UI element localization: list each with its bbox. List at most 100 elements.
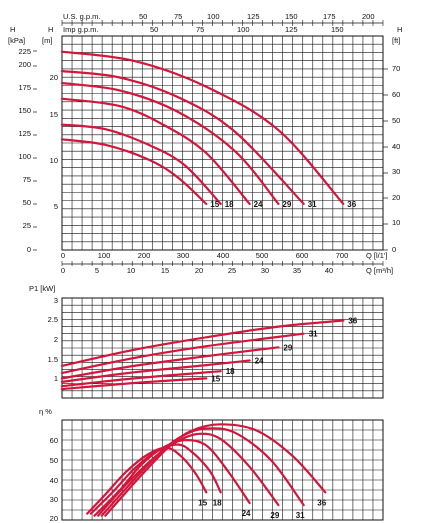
ls-tick: 200	[138, 251, 151, 260]
m3h-tick: 0	[61, 266, 65, 275]
m3h-tick: 10	[127, 266, 135, 275]
efficiency-curve-label-29: 29	[270, 511, 279, 520]
efficiency-tick: 50	[50, 456, 58, 465]
ls-tick: 500	[256, 251, 269, 260]
kpa-tick: 225	[18, 47, 31, 56]
head-curve-labels: 15 18 24 29 31 36	[210, 200, 356, 209]
efficiency-curve-label-36: 36	[317, 498, 326, 507]
power-curve-29	[60, 346, 280, 380]
ft-axis-unit: [ft]	[392, 36, 400, 45]
ls-tick: 400	[217, 251, 230, 260]
m-tick: 15	[50, 110, 58, 119]
m3h-tick: 20	[195, 266, 203, 275]
bottom-axis-tick-marks	[61, 261, 384, 266]
ls-tick: 300	[177, 251, 190, 260]
us-gpm-tick: 50	[139, 12, 147, 21]
head-panel: H [kPa] H [m] H [ft] 0 25 50 75 100 125 …	[8, 25, 402, 275]
head-curve-label-29: 29	[282, 200, 291, 209]
power-tick: 1	[54, 374, 58, 383]
power-curves	[60, 319, 345, 391]
power-frame	[61, 297, 384, 399]
ft-tick: 0	[392, 245, 396, 254]
efficiency-curve-15	[86, 446, 208, 515]
kpa-tick: 0	[27, 245, 31, 254]
imp-gpm-tick: 125	[285, 25, 298, 34]
kpa-tick: 100	[18, 152, 31, 161]
efficiency-curve-label-31: 31	[296, 511, 305, 520]
imp-gpm-tick: 150	[331, 25, 344, 34]
kpa-tick: 50	[23, 198, 31, 207]
ls-axis-label: Q [l/1']	[366, 251, 387, 260]
efficiency-curve-label-24: 24	[242, 509, 251, 518]
power-curve-label-31: 31	[309, 330, 318, 339]
kpa-tick: 200	[18, 60, 31, 69]
power-curve-label-29: 29	[283, 343, 292, 352]
kpa-tick: 175	[18, 83, 31, 92]
imp-gpm-tick: 50	[150, 25, 158, 34]
ft-tick: 10	[392, 218, 400, 227]
ft-tick: 70	[392, 64, 400, 73]
ft-tick: 20	[392, 193, 400, 202]
m3h-tick: 30	[261, 266, 269, 275]
m3h-axis-label: Q [m³/h]	[366, 266, 393, 275]
m3h-tick: 35	[293, 266, 301, 275]
head-curve-15	[60, 138, 208, 205]
power-tick: 3	[54, 296, 58, 305]
power-tick: 2.5	[48, 315, 58, 324]
efficiency-tick: 60	[50, 436, 58, 445]
imp-gpm-label: Imp g.p.m.	[63, 25, 98, 34]
ft-tick: 30	[392, 167, 400, 176]
ft-tick: 40	[392, 142, 400, 151]
kpa-tick: 75	[23, 175, 31, 184]
us-gpm-tick: 125	[247, 12, 260, 21]
power-curve-label-15: 15	[211, 374, 220, 383]
ft-axis-title: H	[397, 25, 402, 34]
head-curve-36	[60, 50, 345, 205]
head-curve-label-36: 36	[347, 200, 356, 209]
y-axis-tick-marks	[33, 50, 388, 251]
power-curve-24	[60, 359, 251, 383]
efficiency-grid	[62, 420, 383, 520]
power-curve-label-24: 24	[255, 357, 264, 366]
kpa-axis-title: H	[10, 25, 15, 34]
kpa-tick: 150	[18, 106, 31, 115]
m3h-tick: 25	[228, 266, 236, 275]
efficiency-axis-label: η %	[39, 407, 52, 416]
us-gpm-tick: 150	[285, 12, 298, 21]
efficiency-curve-36	[104, 423, 327, 517]
kpa-tick: 25	[23, 221, 31, 230]
ft-tick: 50	[392, 116, 400, 125]
us-gpm-label: U.S. g.p.m.	[63, 12, 101, 21]
power-curve-36	[60, 319, 345, 367]
ft-tick: 60	[392, 90, 400, 99]
power-tick: 2	[54, 335, 58, 344]
top-axes: U.S. g.p.m. Imp g.p.m. 50 75 100 125 150…	[61, 12, 384, 34]
power-curve-label-36: 36	[348, 317, 357, 326]
us-gpm-tick: 175	[323, 12, 336, 21]
power-panel: P1 [kW] 1 1.5 2 2.5 3 15 18 24 29 31 36	[29, 284, 384, 399]
head-curve-29	[60, 81, 280, 205]
head-curve-label-24: 24	[254, 200, 263, 209]
m-tick: 5	[54, 202, 58, 211]
kpa-axis-unit: [kPa]	[8, 36, 25, 45]
efficiency-curve-label-15: 15	[198, 498, 207, 507]
head-curve-31	[60, 70, 305, 205]
efficiency-tick: 40	[50, 476, 58, 485]
power-curve-labels: 15 18 24 29 31 36	[211, 317, 357, 384]
head-curve-24	[60, 97, 251, 205]
us-gpm-tick: 200	[362, 12, 375, 21]
ls-tick: 700	[336, 251, 349, 260]
efficiency-curve-labels: 15 18 24 29 31 36	[198, 498, 326, 520]
head-curve-18	[60, 123, 222, 205]
efficiency-tick: 20	[50, 514, 58, 523]
efficiency-curves	[86, 423, 327, 517]
power-curve-label-18: 18	[226, 367, 235, 376]
efficiency-curve-29	[97, 432, 280, 517]
m3h-tick: 40	[325, 266, 333, 275]
us-gpm-tick: 75	[174, 12, 182, 21]
m-tick: 10	[50, 156, 58, 165]
efficiency-tick: 30	[50, 495, 58, 504]
ls-tick: 100	[98, 251, 111, 260]
m3h-tick: 15	[161, 266, 169, 275]
